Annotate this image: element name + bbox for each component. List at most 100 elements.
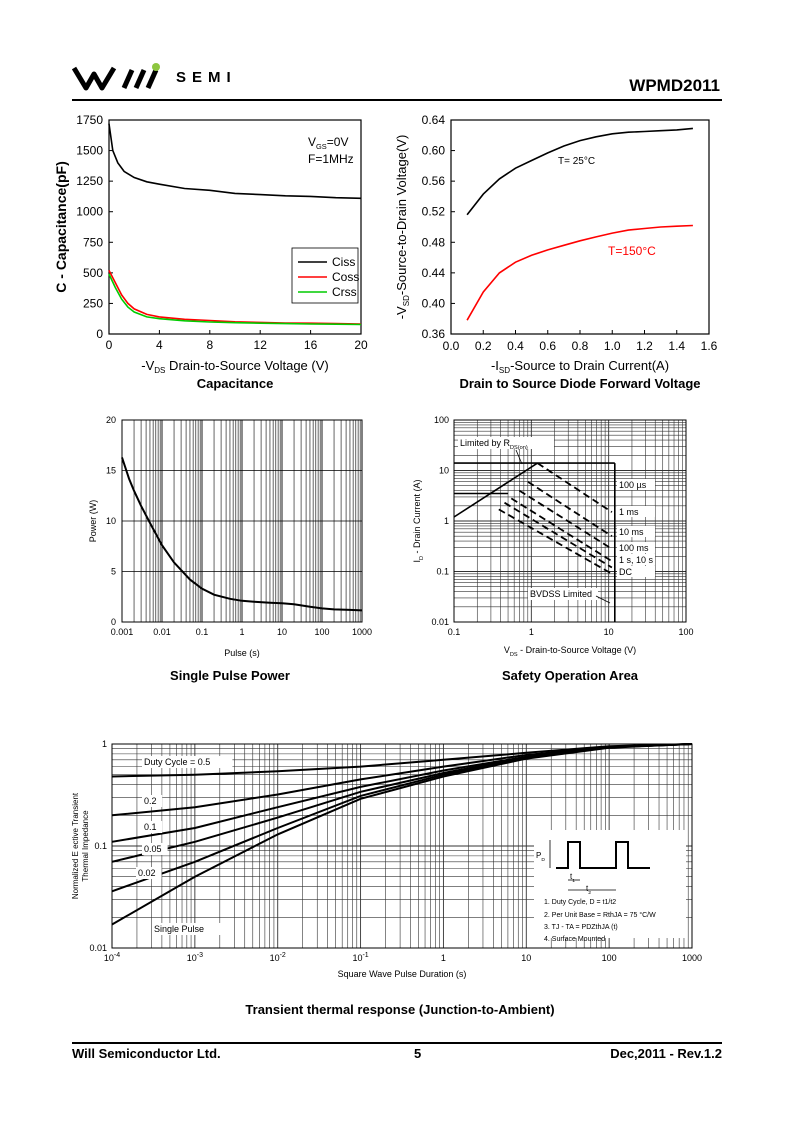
series-label: Single Pulse [154,924,204,934]
legend-label: Coss [332,270,359,284]
transient-caption: Transient thermal response (Junction-to-… [245,1002,555,1017]
x-tick-label: 1 [239,627,244,637]
x-tick-label: 10 [521,953,531,963]
legend-label: Ciss [332,255,355,269]
y-tick-label: 0.40 [422,296,446,310]
x-tick-label: 0.1 [448,627,461,637]
x-axis-label: Pulse (s) [224,648,260,658]
inset-label-pd: PD [536,851,545,863]
y-tick-label: 15 [106,466,116,476]
y-axis-label: -VSD-Source-to-Drain Voltage(V) [394,135,411,320]
label-bg [142,756,233,768]
brand-name: SEMI [176,68,237,86]
note-3: 3. TJ - TA = PDZthJA (t) [544,924,618,931]
x-tick-label: 1000 [352,627,372,637]
y-tick-label: 100 [434,415,449,425]
x-tick-label: 4 [156,338,163,352]
x-tick-label: 0.6 [539,339,556,353]
series-100-s [537,462,613,513]
x-tick-label: 20 [354,338,368,352]
x-tick-label: 0.2 [475,339,492,353]
y-tick-label: 0.56 [422,174,446,188]
label-bg [617,554,655,565]
series-label: 1 s, 10 s [619,555,654,565]
series-duty-5 [111,743,693,926]
legend-label: Crss [332,285,357,299]
y-tick-label: 250 [83,296,103,310]
y-tick-label: 0.52 [422,205,446,219]
x-tick-label: 10-1 [352,952,368,963]
inset-label-t2: t2 [586,884,591,896]
label-bg [528,588,598,600]
x-tick-label: 16 [304,338,318,352]
notes-box [534,830,686,938]
y-axis-label-line1: Normalized E ective Transient [71,792,80,899]
pulse-waveform [556,841,650,869]
series-label: Duty Cycle = 0.5 [144,757,210,767]
footer-page-number: 5 [414,1046,422,1061]
label-bg [617,526,655,537]
diode-forward-voltage-chart: 0.0 0.2 0.4 0.6 0.8 1.0 1.2 1.4 1.6 0.36 0.40 0.44 0… [394,113,718,391]
y-tick-label: 1750 [76,113,103,127]
footer-revision: Dec,2011 - Rev.1.2 [610,1046,722,1061]
label-bg [142,843,168,855]
series-ciss [108,123,362,200]
note-2: 2. Per Unit Base = RthJA = 75 °C/W [544,911,656,919]
y-tick-label: 0 [96,327,103,341]
part-number: WPMD2011 [629,76,720,95]
plot-frame [121,419,363,623]
single-pulse-caption: Single Pulse Power [170,668,290,683]
y-tick-label: 750 [83,235,103,249]
y-tick-label: 10 [106,516,116,526]
series-label: 0.02 [138,868,156,878]
x-tick-label: 10 [277,627,287,637]
y-axis-label: ID - Drain Current (A) [412,479,425,562]
soa-caption: Safety Operation Area [501,668,639,683]
annotation-pointer [515,449,523,465]
series-1-s-10-s [504,501,613,569]
x-tick-label: 10-4 [104,952,120,963]
page-header: SEMI WPMD2011 [72,60,720,100]
y-tick-label: 1 [444,516,449,526]
will-logo-icon [72,63,160,91]
y-tick-label: 0.1 [94,841,107,851]
x-tick-label: 10 [604,627,614,637]
x-tick-label: 1.2 [636,339,653,353]
series-10-ms [518,489,613,550]
series-label: 10 ms [619,527,644,537]
x-axis-label: Square Wave Pulse Duration (s) [338,969,467,979]
label-bg [142,821,163,833]
x-axis-label: -VDS Drain-to-Source Voltage (V) [141,358,328,375]
series-100-ms [510,497,613,562]
label-bg [617,566,655,577]
x-tick-label: 100 [678,627,693,637]
single-pulse-power-chart: 0 5 10 15 20 0.001 0.01 0.1 1 10 100 1000 Pulse (s) P… [88,415,372,658]
series-label: 1 ms [619,507,639,517]
series-label: 0.2 [144,796,157,806]
label-bg [617,479,655,490]
y-tick-label: 1000 [76,205,103,219]
x-tick-label: 10-3 [187,952,203,963]
series-r-ds-on-limit [453,462,538,518]
x-tick-label: 0.8 [572,339,589,353]
y-tick-label: 0.60 [422,144,446,158]
x-tick-label: 1.6 [701,339,718,353]
plot-frame [453,419,687,623]
series-label: DC [619,567,632,577]
x-tick-label: 1000 [682,953,702,963]
x-tick-label: 100 [602,953,617,963]
y-tick-label: 1250 [76,174,103,188]
x-tick-label: 1 [529,627,534,637]
y-axis-label: Power (W) [88,500,98,543]
x-tick-label: 10-2 [270,952,286,963]
label-bg [617,506,655,517]
y-tick-label: 0 [111,617,116,627]
plot-frame [111,743,693,949]
x-tick-label: 0.4 [507,339,524,353]
series-label-25c: T= 25°C [558,156,595,167]
annotation-pointer [595,595,611,604]
annotation-vgs: VGS=0V [308,135,348,151]
label-bg [458,437,554,449]
y-tick-label: 1 [102,739,107,749]
series-1-ms [527,480,613,537]
